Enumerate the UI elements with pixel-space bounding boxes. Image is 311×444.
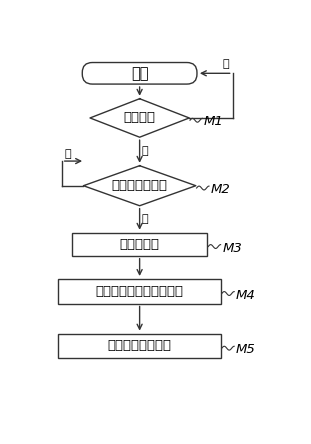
Text: M3: M3	[222, 242, 242, 254]
Text: 是否唤醒: 是否唤醒	[124, 111, 156, 124]
Text: 是: 是	[142, 147, 149, 156]
Bar	[58, 333, 221, 358]
Text: 开始: 开始	[131, 66, 148, 81]
Text: 查找第二屏幕显示亮度值: 查找第二屏幕显示亮度值	[95, 285, 183, 298]
Text: 是否进入摄像头: 是否进入摄像头	[112, 179, 168, 192]
Text: M1: M1	[204, 115, 224, 128]
FancyBboxPatch shape	[82, 63, 197, 84]
Text: 否: 否	[64, 149, 71, 159]
Text: M5: M5	[236, 343, 255, 356]
Text: M4: M4	[236, 289, 255, 301]
Text: 否: 否	[223, 59, 230, 69]
Text: 获取曝光量: 获取曝光量	[120, 238, 160, 251]
Bar	[58, 279, 221, 304]
Bar	[72, 233, 207, 256]
Text: M2: M2	[211, 183, 230, 196]
Text: 调节屏幕显示亮度: 调节屏幕显示亮度	[108, 339, 172, 353]
Text: 是: 是	[142, 214, 149, 224]
